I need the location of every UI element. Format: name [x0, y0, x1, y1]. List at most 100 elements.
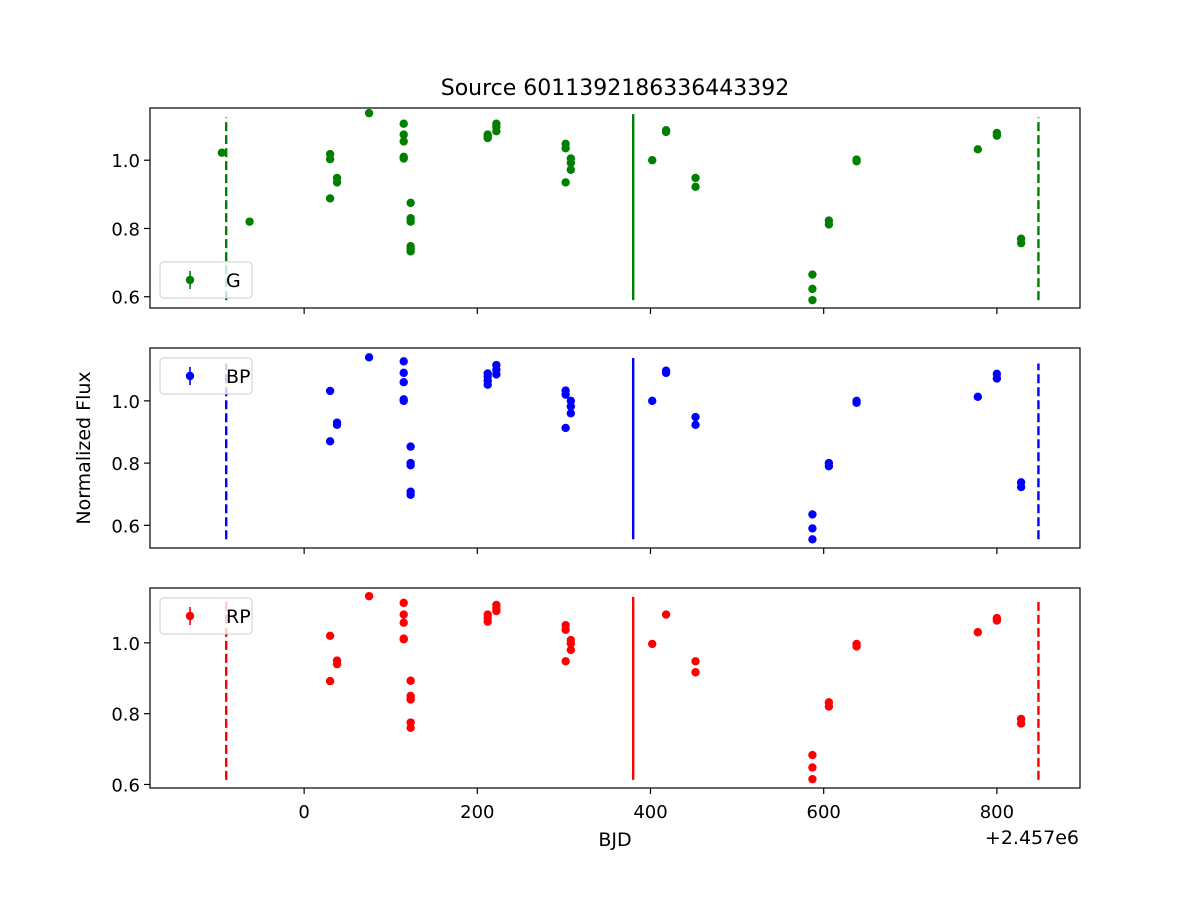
data-point: [566, 645, 576, 655]
data-point: [852, 642, 861, 651]
data-point: [332, 178, 342, 187]
x-tick-label: 600: [807, 802, 841, 823]
data-point: [406, 247, 415, 256]
data-point: [566, 409, 576, 418]
data-point: [406, 461, 415, 470]
data-point: [325, 676, 335, 686]
data-point: [399, 154, 408, 163]
data-point: [399, 137, 408, 146]
data-point: [399, 368, 408, 378]
data-point: [808, 535, 817, 544]
data-point: [566, 165, 576, 174]
data-point: [1016, 238, 1026, 248]
data-point: [973, 628, 983, 637]
legend-label: BP: [226, 366, 251, 388]
data-point: [399, 598, 408, 608]
data-point: [325, 194, 335, 203]
data-point: [808, 774, 817, 784]
x-tick-label: 200: [460, 802, 494, 823]
legend-box: [159, 261, 253, 299]
data-point: [661, 127, 671, 137]
data-point: [691, 657, 700, 666]
data-point: [691, 420, 700, 430]
legend-label: RP: [226, 606, 251, 628]
data-point: [561, 390, 570, 399]
data-point: [661, 610, 671, 619]
data-point: [364, 353, 374, 362]
y-tick-label: 0.8: [111, 454, 140, 475]
data-point: [992, 374, 1002, 383]
data-point: [483, 132, 492, 141]
data-point: [1016, 719, 1026, 728]
y-tick-label: 0.6: [111, 516, 140, 537]
data-point: [399, 357, 408, 366]
legend-label: G: [226, 270, 241, 292]
axes-frame: [149, 347, 1081, 549]
data-point: [325, 386, 335, 396]
data-point: [245, 217, 254, 226]
data-point: [406, 723, 415, 733]
legend-marker: [185, 371, 195, 381]
panel-bp: 0.6 0.8 1.0 BP: [111, 347, 1081, 554]
legend-box: [159, 597, 253, 635]
data-point: [648, 396, 657, 406]
data-point: [406, 676, 415, 685]
data-point: [406, 695, 415, 704]
data-point: [973, 392, 983, 402]
data-point: [824, 220, 834, 229]
data-point: [691, 173, 700, 183]
data-point: [399, 610, 408, 619]
y-tick-label: 0.8: [111, 705, 140, 726]
data-point: [691, 668, 700, 677]
legend-box: [159, 357, 253, 395]
data-point: [852, 157, 861, 166]
data-point: [992, 131, 1002, 140]
data-point: [566, 402, 576, 411]
data-point: [406, 198, 415, 208]
y-axis-label: Normalized Flux: [73, 371, 95, 524]
chart-title: Source 6011392186336443392: [441, 76, 790, 101]
data-point: [483, 380, 492, 389]
x-axis-label: BJD: [598, 829, 631, 851]
data-point: [364, 108, 374, 118]
data-point: [648, 156, 657, 165]
data-point: [661, 368, 671, 378]
data-point: [561, 657, 570, 666]
data-point: [691, 412, 700, 422]
data-point: [325, 154, 335, 164]
data-point: [808, 295, 817, 305]
x-tick-label: 400: [633, 802, 667, 823]
data-point: [561, 625, 570, 634]
y-tick-label: 0.6: [111, 288, 140, 309]
panels-group: 0.6 0.8 1.0 G 0.6 0.8 1.0 BP 0.6 0.8 1.0 0 200 400 600…: [111, 107, 1081, 823]
data-point: [808, 270, 817, 279]
x-tick-label: 0: [298, 802, 309, 823]
data-point: [1016, 482, 1026, 492]
data-point: [325, 437, 335, 446]
data-point: [852, 398, 861, 407]
data-point: [561, 423, 570, 433]
data-point: [325, 631, 335, 640]
data-point: [406, 490, 415, 500]
axes-frame: [149, 107, 1081, 309]
data-point: [217, 148, 227, 157]
data-point: [824, 461, 834, 471]
y-tick-label: 1.0: [111, 151, 140, 172]
data-point: [566, 158, 576, 168]
data-point: [561, 178, 570, 187]
data-point: [824, 702, 834, 711]
data-point: [399, 396, 408, 406]
data-point: [399, 378, 408, 387]
data-point: [399, 130, 408, 139]
data-point: [332, 420, 342, 430]
legend-marker: [185, 611, 195, 621]
data-point: [808, 510, 817, 519]
data-point: [406, 217, 415, 226]
data-point: [399, 119, 408, 128]
data-point: [973, 145, 983, 154]
data-point: [808, 763, 817, 772]
data-point: [492, 127, 501, 136]
data-point: [566, 639, 576, 648]
